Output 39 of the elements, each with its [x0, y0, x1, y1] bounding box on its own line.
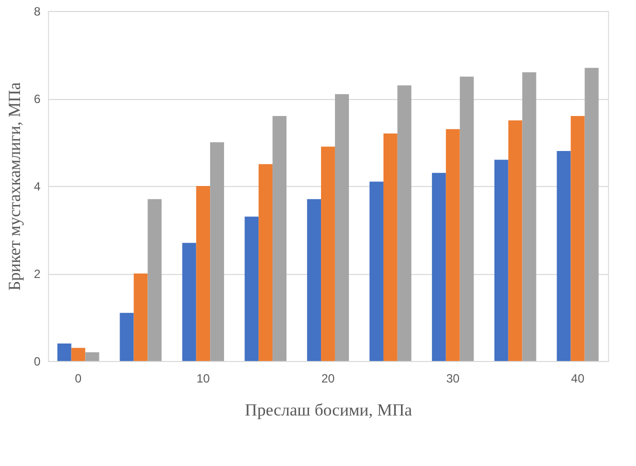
bar	[432, 172, 446, 361]
bar	[134, 274, 148, 361]
bar	[584, 68, 599, 361]
bar	[522, 72, 536, 361]
y-tick-label: 0	[34, 354, 41, 368]
bar	[57, 344, 72, 361]
bar	[556, 151, 571, 361]
bar	[446, 129, 460, 361]
bar	[307, 199, 322, 361]
bar	[272, 116, 286, 361]
bar	[148, 199, 162, 361]
bar	[196, 186, 210, 361]
bar	[120, 312, 134, 361]
bar	[71, 348, 86, 361]
x-tick-label: 0	[74, 372, 82, 386]
y-tick-label: 4	[34, 180, 41, 194]
y-tick-label: 8	[34, 4, 41, 18]
bar	[508, 120, 522, 361]
y-tick-label: 6	[34, 92, 41, 106]
bar	[182, 242, 196, 361]
y-axis-title: Брикет мустахкамлиги, МПа	[4, 82, 24, 291]
y-tick-label: 2	[34, 267, 41, 281]
bar	[570, 116, 585, 361]
x-tick-label: 40	[571, 372, 585, 386]
x-tick-label: 20	[321, 372, 335, 386]
x-axis-title: Преслаш босими, МПа	[244, 400, 413, 420]
bar	[397, 85, 412, 361]
bar	[334, 94, 349, 361]
bar	[244, 216, 259, 361]
bar	[210, 142, 224, 361]
bar	[494, 160, 508, 361]
x-tick-label: 10	[196, 372, 210, 386]
x-tick-label: 30	[446, 372, 460, 386]
bar	[321, 146, 335, 361]
bar	[370, 182, 384, 361]
bar	[383, 134, 398, 361]
bar	[460, 76, 474, 361]
bar	[258, 164, 273, 361]
bar	[85, 352, 100, 361]
